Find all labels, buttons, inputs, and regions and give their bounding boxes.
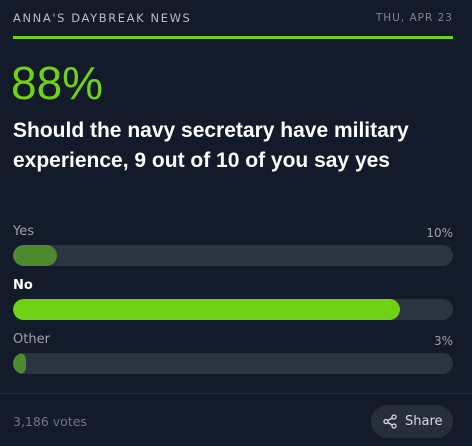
headline-value: 88% (11, 57, 104, 109)
divider (0, 393, 472, 394)
bar (13, 299, 401, 320)
share-label: Share (405, 414, 443, 429)
question: Should the navy secretary have military … (13, 119, 409, 172)
option-value: 10% (426, 226, 453, 240)
option-value: 3% (433, 334, 453, 348)
share-button[interactable]: Share (371, 405, 453, 438)
option-label: No (13, 278, 33, 293)
bar (13, 353, 27, 374)
header-rule (13, 36, 453, 39)
bar-track (13, 245, 453, 266)
bar (13, 245, 57, 266)
date: THU, APR 23 (375, 12, 453, 24)
share-icon (383, 414, 397, 429)
brand: ANNA'S DAYBREAK NEWS (13, 11, 192, 25)
vote-count: 3,186 votes (13, 414, 87, 429)
option-label: Yes (13, 224, 34, 239)
bar-track (13, 299, 453, 320)
bar-track (13, 353, 453, 374)
option-label: Other (13, 332, 50, 347)
